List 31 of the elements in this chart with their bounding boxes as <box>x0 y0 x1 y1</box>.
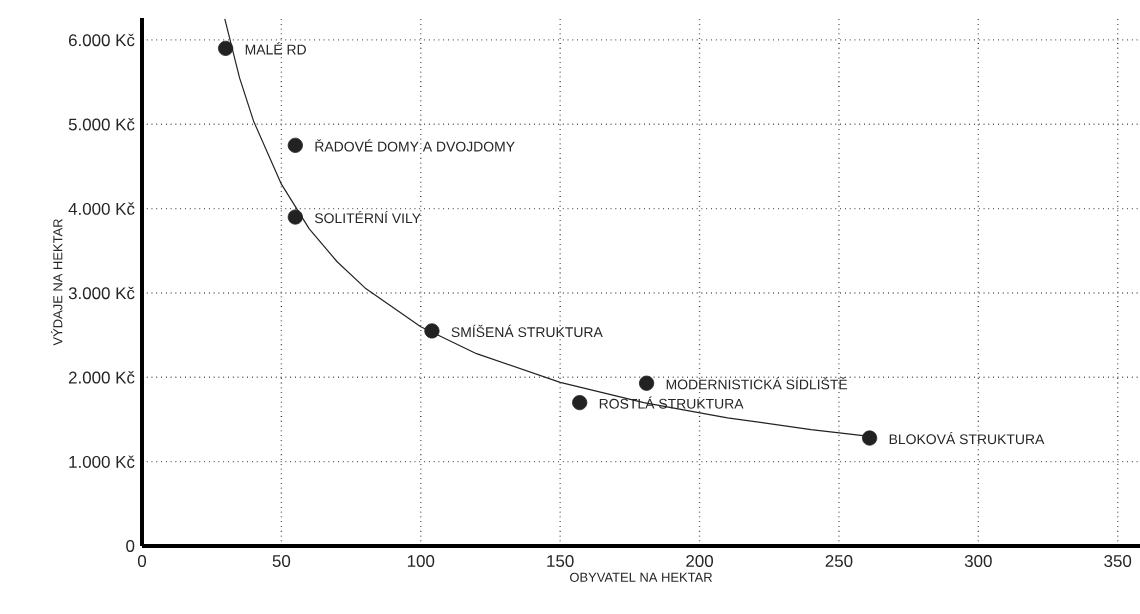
annotation: MALÉ RD <box>245 42 306 55</box>
y-tick-label: 6.000 Kč <box>68 33 135 47</box>
y-tick-label: 4.000 Kč <box>68 202 135 215</box>
annotation: SMÍŠENÁ STRUKTURA <box>451 324 603 338</box>
x-tick-label: 200 <box>686 555 713 568</box>
annotation: MODERNISTICKÁ SÍDLIŠTĚ <box>666 377 848 390</box>
annotation: BLOKOVÁ STRUKTURA <box>889 431 1045 445</box>
point <box>218 40 234 56</box>
x-tick-label: 0 <box>137 555 147 568</box>
x-tick-label: 250 <box>825 555 853 568</box>
y-tick-label: 3.000 Kč <box>68 286 135 300</box>
x-tick-label: 50 <box>272 555 291 568</box>
annotation: SOLITÉRNÍ VILY <box>314 210 421 224</box>
point <box>424 323 440 339</box>
x-tick-label: 300 <box>964 555 992 568</box>
y-tick-label: 1.000 Kč <box>69 455 135 468</box>
y-tick-label: 0 <box>126 540 135 552</box>
y-axis-title: VÝDAJE NA HEKTAR <box>51 219 63 346</box>
x-tick-label: 350 <box>1104 555 1132 568</box>
x-tick-label: 150 <box>547 555 574 568</box>
point <box>639 375 655 391</box>
y-tick-label: 2.000 Kč <box>68 371 135 384</box>
annotation: ŘADOVÉ DOMY A DVOJDOMY <box>315 139 515 152</box>
point <box>287 209 303 225</box>
annotation: ROSTLÁ STRUKTURA <box>599 396 744 409</box>
point <box>572 395 588 411</box>
point <box>862 430 878 446</box>
point <box>287 137 303 153</box>
y-tick-label: 5.000 Kč <box>68 118 135 131</box>
x-tick-label: 100 <box>407 555 435 568</box>
x-axis-title: OBYVATEL NA HEKTAR <box>570 572 713 582</box>
